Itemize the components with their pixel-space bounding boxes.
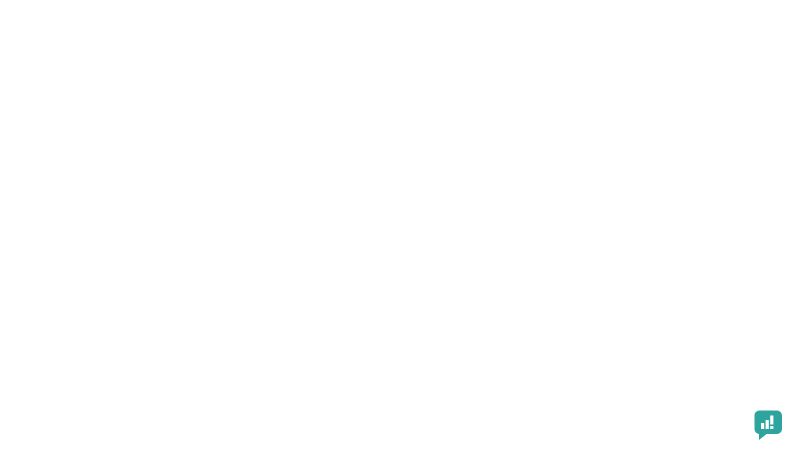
logo-bar-small (761, 423, 765, 429)
newsworthy-speech-bubble-chart-icon (754, 410, 782, 440)
logo-bar-medium (765, 420, 769, 429)
newsworthy-logo (754, 410, 790, 440)
logo-exclamation-dot (770, 426, 774, 429)
logo-exclamation-bar (770, 415, 774, 425)
